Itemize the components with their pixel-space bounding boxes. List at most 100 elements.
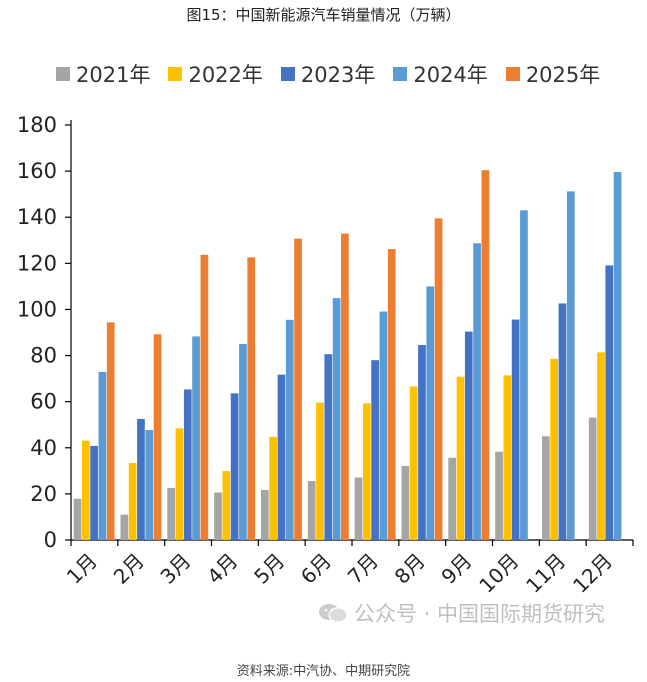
- bar: [294, 238, 302, 540]
- x-tick-label: 1月: [62, 549, 102, 589]
- y-tick-label: 0: [44, 528, 57, 552]
- bar: [307, 480, 316, 540]
- bar: [550, 358, 558, 540]
- chart-title: 图15：中国新能源汽车销量情况（万辆）: [186, 6, 461, 24]
- chart-legend: 2021年 2022年 2023年 2024年 2025年: [56, 60, 618, 88]
- bar: [409, 386, 418, 540]
- x-tick-label: 4月: [202, 549, 242, 589]
- bar: [247, 257, 256, 540]
- y-tick-label: 140: [17, 205, 57, 229]
- legend-item: 2021年: [56, 59, 150, 89]
- bar: [106, 322, 115, 540]
- y-tick-label: 120: [17, 251, 57, 275]
- watermark: 公众号 · 中国国际期货研究: [318, 598, 605, 628]
- bar: [566, 191, 575, 540]
- bar: [495, 451, 503, 540]
- bar: [128, 462, 137, 540]
- bar: [324, 354, 333, 540]
- bar: [473, 243, 481, 540]
- bar: [183, 389, 192, 540]
- bar: [73, 498, 82, 540]
- bar: [362, 403, 371, 540]
- y-tick-label: 80: [30, 344, 57, 368]
- bar: [379, 311, 388, 540]
- bar: [137, 418, 145, 540]
- bar: [434, 218, 443, 541]
- y-tick-label: 60: [30, 390, 57, 414]
- bar: [332, 298, 341, 540]
- bar: [145, 430, 154, 540]
- source-note: 资料来源:中汽协、中期研究院: [236, 664, 411, 679]
- bar: [354, 477, 363, 540]
- y-tick-label: 100: [17, 297, 57, 321]
- bar: [90, 445, 98, 540]
- legend-item: 2024年: [393, 59, 488, 89]
- legend-swatch: [168, 67, 183, 81]
- bar: [456, 376, 465, 540]
- x-tick-label: 2月: [109, 549, 149, 589]
- bar: [167, 487, 176, 540]
- bar: [175, 428, 184, 540]
- legend-item: 2023年: [280, 59, 376, 89]
- legend-swatch: [280, 67, 295, 81]
- wechat-icon: [319, 604, 348, 623]
- bar: [426, 286, 435, 540]
- bar: [613, 172, 622, 540]
- bar: [277, 374, 286, 540]
- bar: [448, 457, 457, 540]
- x-tick-label: 12月: [568, 549, 617, 598]
- x-tick-label: 3月: [156, 549, 196, 589]
- bar: [503, 375, 512, 540]
- bar: [153, 334, 162, 540]
- bar: [597, 352, 605, 540]
- bar: [481, 170, 490, 540]
- legend-label: 2025年: [525, 63, 601, 87]
- legend-label: 2021年: [76, 63, 151, 87]
- bar: [222, 471, 231, 540]
- bar: [239, 344, 247, 540]
- bar: [605, 265, 614, 540]
- bar: [200, 254, 209, 541]
- legend-swatch: [505, 67, 520, 81]
- bar: [316, 402, 324, 540]
- bar: [261, 489, 269, 540]
- bar: [520, 210, 528, 540]
- bar: [558, 303, 567, 540]
- x-tick-label: 5月: [249, 549, 289, 589]
- y-tick-label: 180: [17, 113, 57, 137]
- x-tick-label: 9月: [437, 549, 477, 589]
- bar: [588, 417, 597, 540]
- bar: [341, 233, 349, 540]
- bar: [120, 514, 129, 540]
- bar: [542, 436, 550, 540]
- bar: [81, 440, 90, 540]
- legend-swatch: [393, 67, 408, 81]
- legend-swatch: [56, 67, 70, 81]
- legend-label: 2024年: [413, 63, 488, 87]
- legend-item: 2025年: [505, 59, 601, 89]
- legend-label: 2023年: [300, 63, 376, 87]
- bar: [418, 344, 426, 540]
- bar: [269, 436, 277, 540]
- x-tick-label: 6月: [296, 549, 336, 589]
- x-tick-label: 8月: [390, 549, 430, 589]
- bar: [371, 360, 379, 540]
- x-tick-label: 10月: [474, 549, 523, 598]
- legend-label: 2022年: [188, 63, 263, 87]
- x-tick-label: 7月: [343, 549, 383, 589]
- legend-item: 2022年: [168, 59, 263, 89]
- bar: [214, 492, 222, 540]
- bar: [387, 249, 396, 541]
- bar: [464, 331, 473, 540]
- y-tick-label: 40: [30, 436, 57, 460]
- bar: [511, 319, 520, 540]
- bar: [98, 371, 107, 540]
- bar: [401, 465, 410, 540]
- x-tick-label: 11月: [521, 549, 570, 598]
- bar: [192, 336, 200, 540]
- y-tick-label: 160: [17, 159, 57, 183]
- bar: [285, 319, 294, 540]
- bar: [230, 393, 239, 540]
- watermark-text: 公众号 · 中国国际期货研究: [354, 602, 606, 626]
